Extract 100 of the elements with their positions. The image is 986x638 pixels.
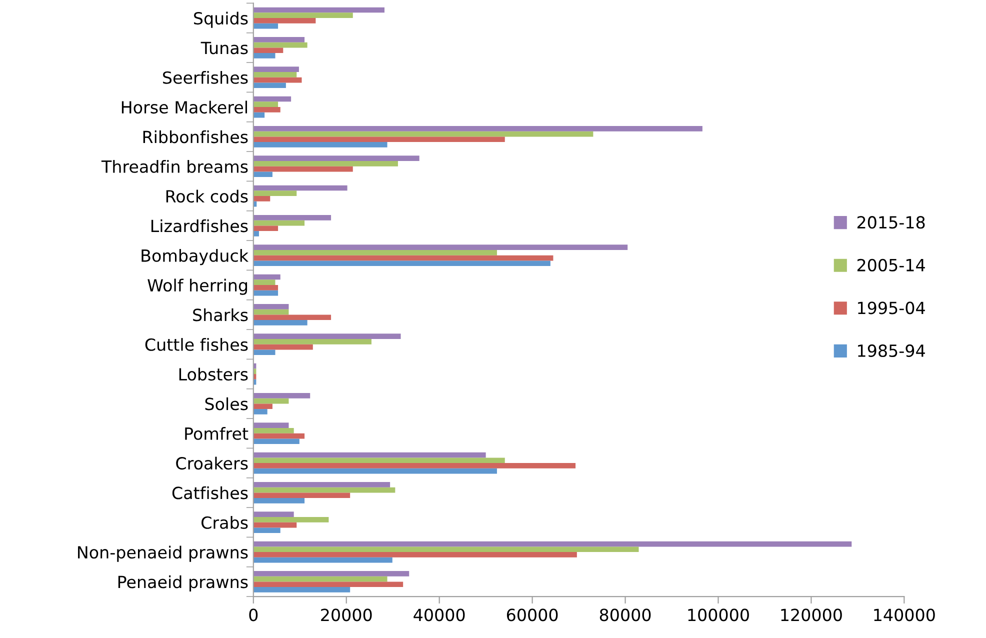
bar (253, 156, 420, 162)
bar (253, 136, 505, 142)
y-tick-label: Crabs (202, 516, 248, 529)
bar (253, 557, 392, 563)
bar (253, 172, 272, 178)
bar (253, 274, 280, 280)
bar (253, 215, 332, 220)
bar (253, 350, 276, 356)
y-tick-label: Horse Mackerel (122, 100, 247, 114)
bar (253, 498, 305, 504)
bar (253, 541, 852, 547)
bar (253, 587, 350, 592)
bar (253, 231, 259, 236)
y-tick-label: Pomfret (185, 427, 248, 440)
bar (253, 48, 284, 54)
legend-label: 2005-14 (857, 258, 925, 272)
bar (253, 576, 388, 582)
legend-label: 1995-04 (858, 302, 925, 314)
bar (253, 468, 497, 474)
bar (253, 77, 302, 83)
bar (253, 185, 348, 191)
legend-label: 2015-18 (857, 216, 925, 229)
bar (253, 528, 280, 534)
bar (253, 398, 289, 404)
bar (253, 512, 294, 518)
y-tick-label: Soles (205, 397, 248, 410)
bar (253, 196, 270, 202)
bar (253, 126, 702, 132)
y-tick-label: Seerfishes (163, 71, 248, 84)
bar (253, 463, 576, 468)
bar (253, 166, 353, 172)
bar (253, 571, 410, 576)
bar (253, 458, 505, 464)
bar (253, 190, 297, 196)
bar (253, 260, 550, 266)
bar (253, 393, 310, 398)
y-tick-label: Croakers (176, 456, 248, 470)
bar (253, 492, 350, 498)
bar (253, 23, 278, 29)
y-tick-label: Tunas (200, 42, 248, 54)
bar (253, 404, 272, 410)
y-tick-label: Ribbonfishes (143, 130, 248, 144)
x-tick-label: 120000 (781, 608, 842, 622)
y-tick-label: Bombayduck (142, 249, 248, 266)
bar (253, 482, 390, 488)
bar (253, 12, 353, 18)
bar (253, 285, 278, 290)
y-tick-label: Catfishes (172, 486, 248, 500)
x-tick-label: 80000 (600, 608, 651, 622)
bar (253, 582, 404, 588)
x-tick-label: 140000 (874, 608, 935, 622)
y-tick-label: Wolf herring (148, 278, 248, 295)
y-tick-label: Non-penaeid prawns (78, 546, 248, 562)
bar (253, 320, 308, 326)
bar (253, 552, 577, 558)
bar (253, 142, 388, 148)
x-tick-label: 60000 (506, 608, 558, 622)
bar (253, 309, 289, 315)
y-tick-label: Penaeid prawns (118, 575, 248, 592)
bar (253, 438, 300, 444)
bar (253, 255, 554, 261)
bar (253, 304, 289, 310)
bar (253, 7, 384, 13)
bar (253, 102, 278, 108)
bar (253, 452, 486, 458)
bar (253, 18, 316, 24)
y-tick-label: Lobsters (179, 368, 248, 381)
bar (253, 409, 268, 414)
bar (253, 37, 305, 42)
bar (253, 546, 639, 552)
x-tick-label: 40000 (414, 608, 465, 622)
bar (253, 107, 280, 112)
bar (253, 522, 297, 528)
x-tick-label: 100000 (688, 608, 749, 622)
legend-label: 1985-94 (858, 344, 925, 358)
bar (253, 72, 297, 78)
bar (253, 250, 497, 256)
bar (253, 344, 313, 350)
bar (253, 244, 628, 250)
bar (253, 96, 292, 102)
y-tick-label: Lizardfishes (151, 219, 248, 232)
bar (253, 517, 329, 522)
bar (253, 226, 278, 232)
bar (253, 42, 308, 48)
bar (253, 131, 594, 137)
bar (253, 290, 278, 296)
bar (253, 82, 286, 88)
bar (253, 220, 305, 226)
bar (253, 487, 396, 493)
bar (253, 53, 276, 58)
y-tick-label: Cuttle fishes (145, 338, 248, 351)
bar (253, 339, 372, 344)
y-tick-label: Rock cods (166, 190, 248, 203)
x-tick-label: 20000 (321, 608, 372, 622)
bar (253, 433, 305, 439)
bar (253, 161, 398, 166)
bar (253, 422, 289, 428)
bar (253, 334, 401, 340)
x-tick-label: 0 (249, 608, 258, 622)
bar (253, 428, 294, 434)
